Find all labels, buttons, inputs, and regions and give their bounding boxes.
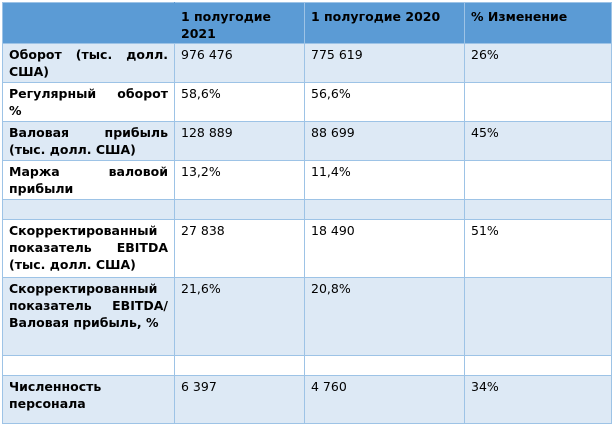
cell-h1-2021: 13,2%	[174, 160, 305, 200]
table-row-recurring-turnover: Регулярный оборот % 58,6% 56,6%	[2, 82, 612, 122]
table-row-gross-profit: Валовая прибыль (тыс. долл. США) 128 889…	[2, 121, 612, 161]
row-label: Регулярный оборот %	[2, 82, 175, 122]
header-cell-metric	[2, 2, 175, 44]
cell-change: 51%	[464, 219, 612, 278]
cell-change	[464, 277, 612, 356]
cell-change	[464, 160, 612, 200]
table-row-adjusted-ebitda: Скорректированный показатель EBITDA (тыс…	[2, 219, 612, 278]
cell-h1-2021: 21,6%	[174, 277, 305, 356]
cell-h1-2020: 775 619	[304, 43, 465, 83]
cell-h1-2020	[304, 199, 465, 220]
cell-change: 26%	[464, 43, 612, 83]
cell-h1-2020: 88 699	[304, 121, 465, 161]
table-row-spacer	[2, 199, 612, 220]
row-label: Скорректированный показатель EBITDA (тыс…	[2, 219, 175, 278]
cell-h1-2021: 58,6%	[174, 82, 305, 122]
cell-h1-2020	[304, 355, 465, 376]
cell-h1-2021: 27 838	[174, 219, 305, 278]
cell-h1-2020: 4 760	[304, 375, 465, 424]
row-label: Скорректированный показатель EBITDA/Вало…	[2, 277, 175, 356]
row-label: Валовая прибыль (тыс. долл. США)	[2, 121, 175, 161]
cell-h1-2021: 6 397	[174, 375, 305, 424]
cell-change: 34%	[464, 375, 612, 424]
cell-change	[464, 355, 612, 376]
cell-h1-2020: 20,8%	[304, 277, 465, 356]
row-label: Маржа валовой прибыли	[2, 160, 175, 200]
row-label: Численность персонала	[2, 375, 175, 424]
cell-change	[464, 82, 612, 122]
header-cell-h1-2021: 1 полугодие 2021	[174, 2, 305, 44]
header-cell-change: % Изменение	[464, 2, 612, 44]
row-label	[2, 355, 175, 376]
table-row-gross-margin: Маржа валовой прибыли 13,2% 11,4%	[2, 160, 612, 200]
cell-h1-2020: 56,6%	[304, 82, 465, 122]
cell-h1-2021: 976 476	[174, 43, 305, 83]
cell-change	[464, 199, 612, 220]
row-label	[2, 199, 175, 220]
header-cell-h1-2020: 1 полугодие 2020	[304, 2, 465, 44]
table-row-spacer	[2, 355, 612, 376]
cell-h1-2020: 18 490	[304, 219, 465, 278]
table-row-ebitda-to-gross-profit: Скорректированный показатель EBITDA/Вало…	[2, 277, 612, 356]
table-row-turnover: Оборот (тыс. долл. США) 976 476 775 619 …	[2, 43, 612, 83]
table-row-headcount: Численность персонала 6 397 4 760 34%	[2, 375, 612, 424]
header-row: 1 полугодие 2021 1 полугодие 2020 % Изме…	[2, 2, 612, 44]
cell-h1-2020: 11,4%	[304, 160, 465, 200]
row-label: Оборот (тыс. долл. США)	[2, 43, 175, 83]
cell-h1-2021	[174, 199, 305, 220]
cell-h1-2021: 128 889	[174, 121, 305, 161]
cell-change: 45%	[464, 121, 612, 161]
cell-h1-2021	[174, 355, 305, 376]
